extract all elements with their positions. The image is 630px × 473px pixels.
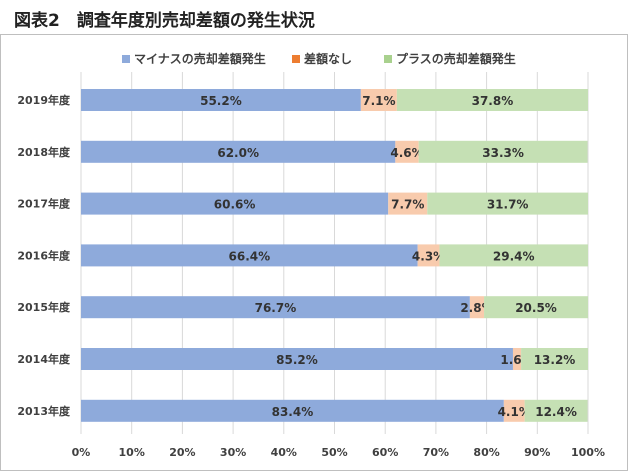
data-label: 12.4%: [535, 405, 577, 419]
bar-segment: [439, 244, 588, 267]
x-tick-label: 30%: [220, 446, 246, 459]
category-label: 2019年度: [17, 93, 71, 107]
data-label: 33.3%: [482, 146, 524, 160]
category-label: 2018年度: [17, 145, 71, 159]
bar-segment: [484, 296, 588, 319]
data-label: 31.7%: [487, 198, 529, 212]
bar-segment: [388, 192, 428, 215]
x-tick-label: 90%: [524, 446, 550, 459]
chart-border: [0, 34, 628, 471]
category-label: 2013年度: [17, 404, 71, 418]
bar-segment: [503, 399, 525, 422]
x-tick-label: 0%: [72, 446, 91, 459]
data-label: 83.4%: [272, 405, 314, 419]
bar-segment: [427, 192, 588, 215]
legend-marker: [384, 55, 392, 63]
bar-segment: [418, 140, 588, 163]
data-label: 4.3%: [412, 249, 445, 263]
data-label: 55.2%: [200, 94, 242, 108]
bar-segment: [81, 140, 396, 163]
data-label: 7.7%: [391, 198, 424, 212]
x-tick-label: 20%: [169, 446, 195, 459]
category-label: 2017年度: [17, 197, 71, 211]
data-label: 85.2%: [276, 353, 318, 367]
data-label: 60.6%: [214, 198, 256, 212]
legend-label: プラスの売却差額発生: [396, 51, 516, 66]
category-label: 2016年度: [17, 248, 71, 262]
legend-label: 差額なし: [303, 51, 352, 66]
data-label: 13.2%: [534, 353, 576, 367]
data-label: 4.1%: [498, 405, 531, 419]
x-tick-label: 50%: [321, 446, 347, 459]
x-tick-label: 70%: [423, 446, 449, 459]
bar-segment: [396, 89, 588, 111]
legend-marker: [292, 55, 300, 63]
x-tick-label: 80%: [473, 446, 499, 459]
data-label: 4.6%: [390, 146, 423, 160]
bar-segment: [81, 244, 418, 267]
category-label: 2015年度: [17, 300, 71, 314]
data-label: 62.0%: [217, 146, 259, 160]
x-tick-label: 60%: [372, 446, 398, 459]
data-label: 29.4%: [493, 249, 535, 263]
data-label: 76.7%: [255, 301, 297, 315]
bar-segment: [395, 140, 419, 163]
category-label: 2014年度: [17, 352, 71, 366]
bar-segment: [81, 399, 504, 422]
data-label: 7.1%: [362, 94, 395, 108]
x-tick-label: 10%: [119, 446, 145, 459]
bar-segment: [81, 192, 389, 215]
data-label: 37.8%: [472, 94, 514, 108]
legend-marker: [122, 55, 130, 63]
bar-segment: [469, 296, 485, 319]
x-tick-label: 40%: [271, 446, 297, 459]
bar-segment: [81, 89, 361, 111]
bar-segment: [81, 348, 513, 370]
bar-segment: [360, 89, 397, 111]
bar-segment: [524, 399, 588, 422]
bar-segment: [512, 348, 522, 370]
data-label: 66.4%: [229, 249, 271, 263]
data-label: 20.5%: [515, 301, 557, 315]
x-tick-label: 100%: [571, 446, 605, 459]
bar-segment: [81, 296, 470, 319]
bar-segment: [417, 244, 440, 267]
legend-label: マイナスの売却差額発生: [134, 51, 266, 66]
chart-title: 図表2 調査年度別売却差額の発生状況: [14, 11, 315, 31]
bar-segment: [521, 348, 588, 370]
